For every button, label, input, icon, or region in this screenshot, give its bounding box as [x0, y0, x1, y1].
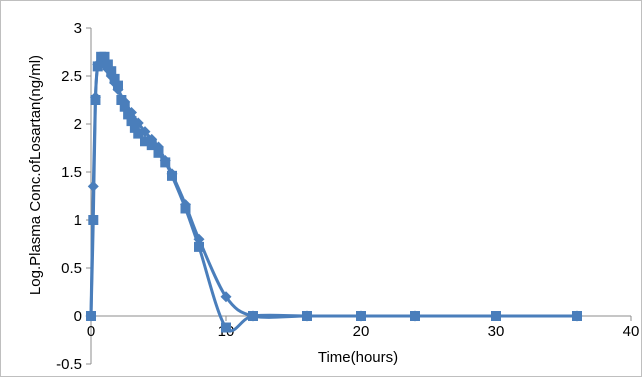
data-point-square	[194, 241, 204, 252]
data-point-square	[140, 136, 150, 147]
data-point-square	[129, 122, 140, 133]
data-point-square	[180, 203, 191, 214]
y-tick-label: 1.5	[61, 164, 82, 181]
y-tick-label: 3	[74, 20, 82, 37]
data-point-square	[248, 311, 258, 321]
x-tick-label: 20	[353, 323, 370, 340]
x-tick-label: 30	[488, 323, 505, 340]
y-tick-label: 2	[74, 116, 82, 133]
data-point-square	[153, 147, 164, 158]
series-2	[86, 51, 582, 333]
data-point-square	[99, 51, 110, 62]
y-tick-label: -0.5	[56, 356, 82, 373]
data-point-diamond	[220, 291, 232, 303]
x-axis-title: Time(hours)	[318, 349, 398, 366]
y-tick-label: 0.5	[61, 260, 82, 277]
x-tick-label: 40	[623, 323, 640, 340]
y-axis-title: Log.Plasma Conc.ofLosartan(ng/ml)	[27, 55, 44, 295]
data-point-square	[160, 157, 171, 168]
data-point-square	[221, 322, 231, 333]
data-point-square	[491, 311, 501, 321]
x-tick-label: 0	[87, 323, 95, 340]
data-point-square	[119, 101, 130, 112]
series-layer	[85, 51, 583, 333]
y-tick-label: 1	[74, 212, 82, 229]
data-point-square	[86, 311, 96, 321]
data-point-square	[113, 80, 123, 91]
data-point-square	[92, 61, 103, 72]
tick-labels: -0.500.511.522.53010203040	[56, 20, 639, 373]
data-point-square	[106, 66, 117, 77]
y-tick-label: 2.5	[61, 68, 82, 85]
data-point-square	[126, 116, 137, 127]
data-point-square	[302, 311, 312, 321]
data-point-square	[356, 311, 366, 321]
data-point-square	[102, 59, 113, 70]
data-point-square	[410, 311, 420, 321]
data-point-square	[123, 109, 134, 120]
y-axis-title-group: Log.Plasma Conc.ofLosartan(ng/ml)	[27, 55, 44, 295]
data-point-square	[167, 170, 177, 181]
data-point-square	[109, 73, 120, 84]
y-tick-label: 0	[74, 308, 82, 325]
data-point-square	[90, 95, 101, 105]
data-point-square	[146, 140, 157, 151]
data-point-square	[572, 311, 582, 321]
data-point-square	[88, 215, 99, 225]
data-point-square	[116, 95, 127, 105]
data-point-square	[133, 128, 144, 139]
